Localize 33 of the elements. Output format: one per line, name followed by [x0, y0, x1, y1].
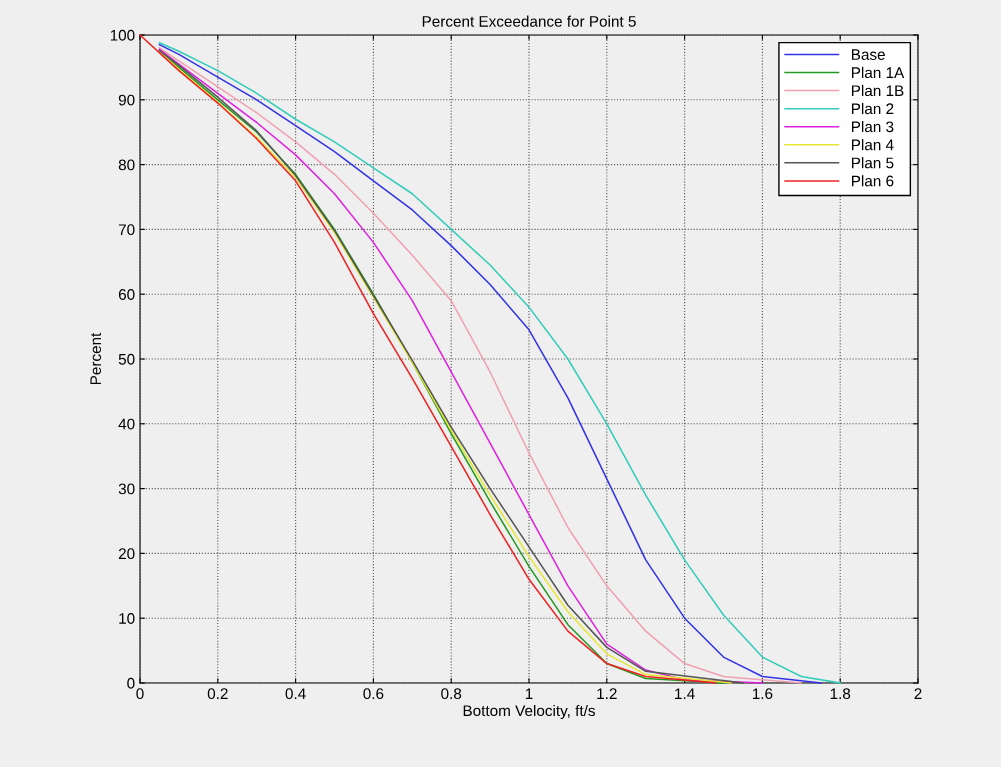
y-tick-label: 60 — [118, 289, 135, 300]
x-tick-label: 1.2 — [597, 688, 617, 699]
x-tick-label: 0.8 — [441, 688, 462, 700]
y-tick-label: 20 — [118, 548, 135, 560]
y-tick-label: 10 — [119, 613, 135, 624]
x-tick-label: 1.8 — [830, 688, 851, 700]
legend-label: Base — [852, 49, 885, 60]
x-tick-label: 1.4 — [675, 688, 695, 699]
y-tick-label: 100 — [110, 29, 135, 41]
y-tick-label: 90 — [118, 94, 135, 106]
y-tick-label: 80 — [118, 159, 135, 171]
y-tick-label: 70 — [118, 224, 135, 236]
legend-label: Plan 4 — [852, 139, 894, 151]
y-tick-label: 50 — [118, 353, 135, 365]
x-axis-title: Bottom Velocity, ft/s — [463, 704, 595, 720]
legend-label: Plan 1A — [852, 66, 905, 79]
y-tick-label: 0 — [127, 677, 135, 689]
legend-label: Plan 3 — [852, 120, 894, 133]
x-tick-label: 0.6 — [363, 688, 384, 700]
x-tick-label: 0.2 — [207, 688, 228, 700]
legend-label: Plan 6 — [852, 175, 894, 187]
x-tick-label: 1.6 — [752, 688, 773, 700]
y-tick-label: 40 — [118, 418, 135, 430]
legend-label: Plan 1B — [852, 84, 904, 97]
chart-title: Percent Exceedance for Point 5 — [422, 15, 636, 27]
x-tick-label: 2 — [914, 688, 922, 699]
legend-label: Plan 5 — [852, 157, 894, 169]
x-tick-label: 0.4 — [285, 688, 306, 700]
legend-label: Plan 2 — [852, 102, 894, 115]
x-tick-label: 0 — [136, 688, 144, 700]
y-tick-label: 30 — [118, 483, 135, 495]
x-tick-label: 1 — [525, 688, 533, 699]
y-axis-title: Percent — [90, 332, 102, 385]
